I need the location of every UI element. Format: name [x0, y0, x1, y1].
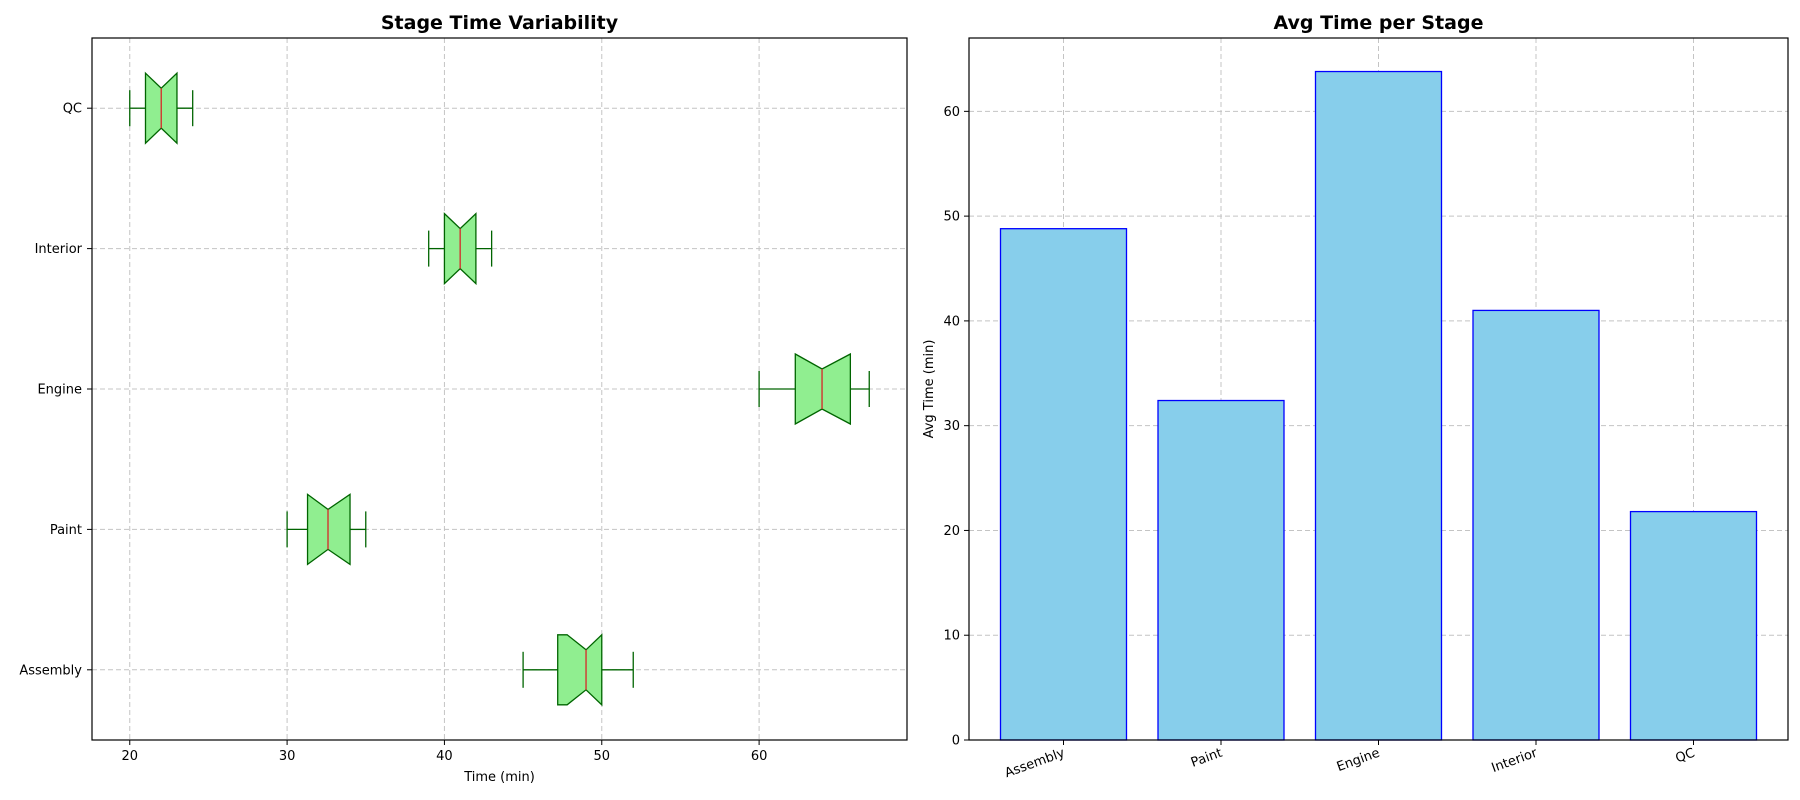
x-tick-label: QC	[1674, 746, 1697, 767]
box-engine	[758, 352, 870, 426]
box-body	[794, 352, 852, 426]
y-tick-label: 10	[943, 629, 960, 644]
box-interior	[428, 212, 493, 286]
boxplot-x-ticks: 20 30 40 50 60	[121, 740, 767, 764]
bar-engine	[1314, 70, 1443, 741]
box-paint	[286, 493, 367, 566]
bar-y-ticks: 0 10 20 30 40 50 60	[943, 105, 969, 749]
y-tick-label: Interior	[35, 242, 83, 257]
bar-interior	[1472, 309, 1600, 741]
box-qc	[129, 71, 194, 145]
bar-title: Avg Time per Stage	[1274, 12, 1484, 34]
y-tick-label: 60	[943, 105, 960, 120]
boxplot-x-axis-label: Time (min)	[463, 770, 535, 785]
boxplot-boxes	[129, 71, 870, 707]
boxplot-panel: 20 30 40 50 60 Assembly Paint Engine Interior QC…	[19, 12, 908, 785]
y-tick-label: 40	[943, 314, 960, 329]
boxplot-title: Stage Time Variability	[381, 12, 619, 34]
x-tick-label: Assembly	[1003, 746, 1067, 782]
x-tick-label: Paint	[1189, 746, 1224, 771]
y-tick-label: Assembly	[19, 663, 82, 678]
x-tick-label: 30	[279, 749, 296, 764]
y-tick-label: 0	[952, 734, 960, 749]
x-tick-label: Interior	[1490, 745, 1540, 776]
y-tick-label: 30	[943, 419, 960, 434]
y-tick-label: Paint	[50, 523, 82, 538]
box-assembly	[522, 633, 634, 707]
boxplot-y-ticks: Assembly Paint Engine Interior QC	[19, 102, 92, 678]
bar-panel: Assembly Paint Engine Interior QC 0 10 20 30 40 5…	[922, 12, 1789, 781]
bar-qc	[1629, 510, 1758, 741]
x-tick-label: 50	[593, 749, 610, 764]
y-tick-label: Engine	[37, 383, 82, 398]
bar-x-ticks: Assembly Paint Engine Interior QC	[1003, 740, 1697, 781]
y-tick-label: 50	[943, 210, 960, 225]
bar-assembly	[999, 228, 1128, 741]
box-body	[306, 493, 351, 566]
x-tick-label: Engine	[1335, 746, 1382, 775]
y-tick-label: 20	[943, 524, 960, 539]
x-tick-label: 20	[121, 749, 138, 764]
bar-series	[999, 70, 1758, 741]
y-tick-label: QC	[63, 102, 82, 117]
bar-y-axis-label: Avg Time (min)	[922, 340, 937, 439]
bar-paint	[1157, 399, 1285, 741]
x-tick-label: 60	[751, 749, 768, 764]
x-tick-label: 40	[436, 749, 453, 764]
box-body	[557, 633, 603, 707]
boxplot-grid	[92, 38, 907, 740]
